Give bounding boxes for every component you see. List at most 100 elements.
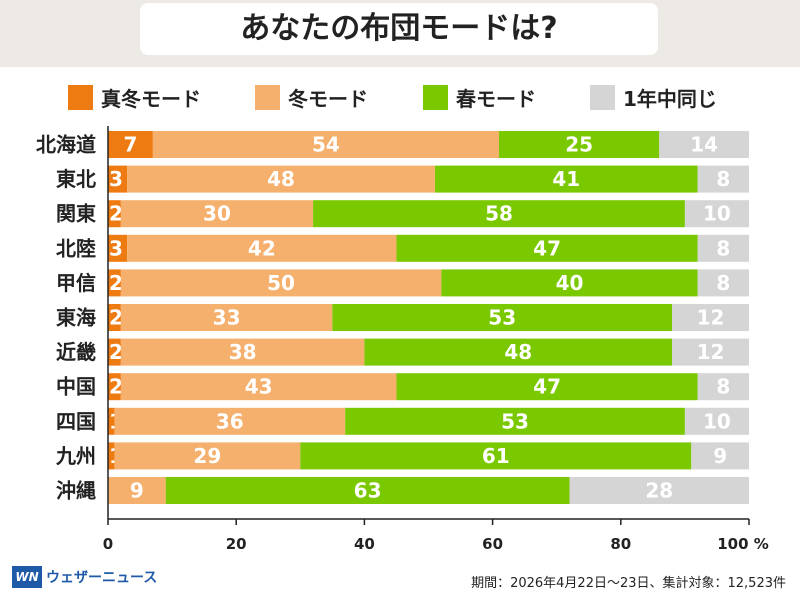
data-label: 2 <box>109 340 123 364</box>
chart-title: あなたの布団モードは? <box>140 3 658 55</box>
x-tick-label: 20 <box>226 535 247 553</box>
x-tick-label: 0 <box>103 535 113 553</box>
bar-segment <box>569 477 749 504</box>
bar-segment <box>672 304 749 331</box>
bar-segment <box>499 131 660 158</box>
bar-segment <box>165 477 570 504</box>
bar-segment <box>396 234 698 262</box>
bar-segment <box>120 373 397 401</box>
bar-segment <box>120 269 442 297</box>
brand-mark: WN <box>12 566 42 588</box>
data-label: 8 <box>716 375 730 399</box>
category-label: 四国 <box>56 409 96 433</box>
data-label: 12 <box>697 306 725 330</box>
legend-item: 冬モード <box>255 82 368 112</box>
data-label: 25 <box>565 133 593 157</box>
data-label: 14 <box>690 133 718 157</box>
x-tick-label: 80 <box>610 535 631 553</box>
legend-label: 春モード <box>456 86 536 111</box>
bar-segment <box>127 234 397 262</box>
category-label: 中国 <box>56 375 96 399</box>
data-label: 8 <box>716 236 730 260</box>
bar-segment <box>108 477 166 504</box>
bar-segment <box>152 131 500 158</box>
bar-segment <box>300 442 692 470</box>
bar-segment <box>697 234 749 262</box>
data-label: 48 <box>267 167 295 191</box>
bar-segment <box>120 338 365 366</box>
data-label: 36 <box>216 409 244 433</box>
bar-segment <box>684 200 749 228</box>
data-label: 28 <box>645 479 673 503</box>
bar-segment <box>684 407 749 435</box>
category-label: 関東 <box>56 202 96 226</box>
data-label: 61 <box>482 444 510 468</box>
data-label: 38 <box>229 340 257 364</box>
data-label: 7 <box>123 133 137 157</box>
survey-note: 期間：2026年4月22日〜23日、集計対象：12,523件 <box>471 576 786 591</box>
legend-swatch <box>590 84 615 110</box>
data-label: 2 <box>109 202 123 226</box>
legend-swatch <box>255 84 280 110</box>
bar-segment <box>332 304 673 331</box>
bar-segment <box>114 442 301 470</box>
data-label: 47 <box>533 236 561 260</box>
data-label: 10 <box>703 409 731 433</box>
bar-segment <box>108 442 115 470</box>
bar-segment <box>345 407 685 435</box>
data-label: 8 <box>716 167 730 191</box>
data-label: 3 <box>109 167 123 191</box>
category-label: 近畿 <box>56 340 96 364</box>
x-tick-label: 40 <box>354 535 375 553</box>
bar-segment <box>108 200 121 228</box>
brand-logo: WN ウェザーニュース <box>12 566 157 588</box>
data-label: 53 <box>488 306 516 330</box>
legend-item: 真冬モード <box>68 82 201 112</box>
bar-segment <box>108 269 121 297</box>
data-label: 9 <box>130 479 144 503</box>
bar-segment <box>697 269 749 297</box>
x-tick-label: 60 <box>482 535 503 553</box>
bar-segment <box>441 269 698 297</box>
data-label: 29 <box>193 444 221 468</box>
bar-segment <box>659 131 749 158</box>
legend-item: 春モード <box>423 82 536 112</box>
bar-segment <box>672 338 749 366</box>
bar-segment <box>697 165 749 193</box>
legend-label: 1年中同じ <box>623 86 717 111</box>
data-label: 50 <box>267 271 295 295</box>
data-label: 10 <box>703 202 731 226</box>
data-label: 43 <box>245 375 273 399</box>
bar-segment <box>120 304 333 331</box>
data-label: 48 <box>504 340 532 364</box>
data-label: 2 <box>109 375 123 399</box>
bar-segment <box>120 200 314 228</box>
data-label: 33 <box>213 306 241 330</box>
title-band: あなたの布団モードは? <box>0 0 800 67</box>
category-label: 北海道 <box>36 133 96 157</box>
bar-segment <box>108 131 153 158</box>
data-label: 58 <box>485 202 513 226</box>
data-label: 42 <box>248 236 276 260</box>
category-label: 沖縄 <box>56 479 96 503</box>
data-label: 2 <box>109 306 123 330</box>
x-tick-label: 100 % <box>717 535 769 553</box>
bar-segment <box>434 165 698 193</box>
data-label: 3 <box>109 236 123 260</box>
bar-segment <box>108 234 128 262</box>
bar-segment <box>127 165 435 193</box>
legend: 真冬モード 冬モード 春モード 1年中同じ <box>0 82 800 112</box>
bar-segment <box>114 407 346 435</box>
legend-label: 冬モード <box>288 86 368 111</box>
bar-segment <box>396 373 698 401</box>
bar-segment <box>697 373 749 401</box>
category-label: 甲信 <box>56 271 96 295</box>
category-label: 東北 <box>56 167 96 191</box>
data-label: 9 <box>713 444 727 468</box>
bar-segment <box>108 373 121 401</box>
bar-segment <box>108 338 121 366</box>
data-label: 63 <box>354 479 382 503</box>
bar-segment <box>108 165 128 193</box>
data-label: 41 <box>552 167 580 191</box>
